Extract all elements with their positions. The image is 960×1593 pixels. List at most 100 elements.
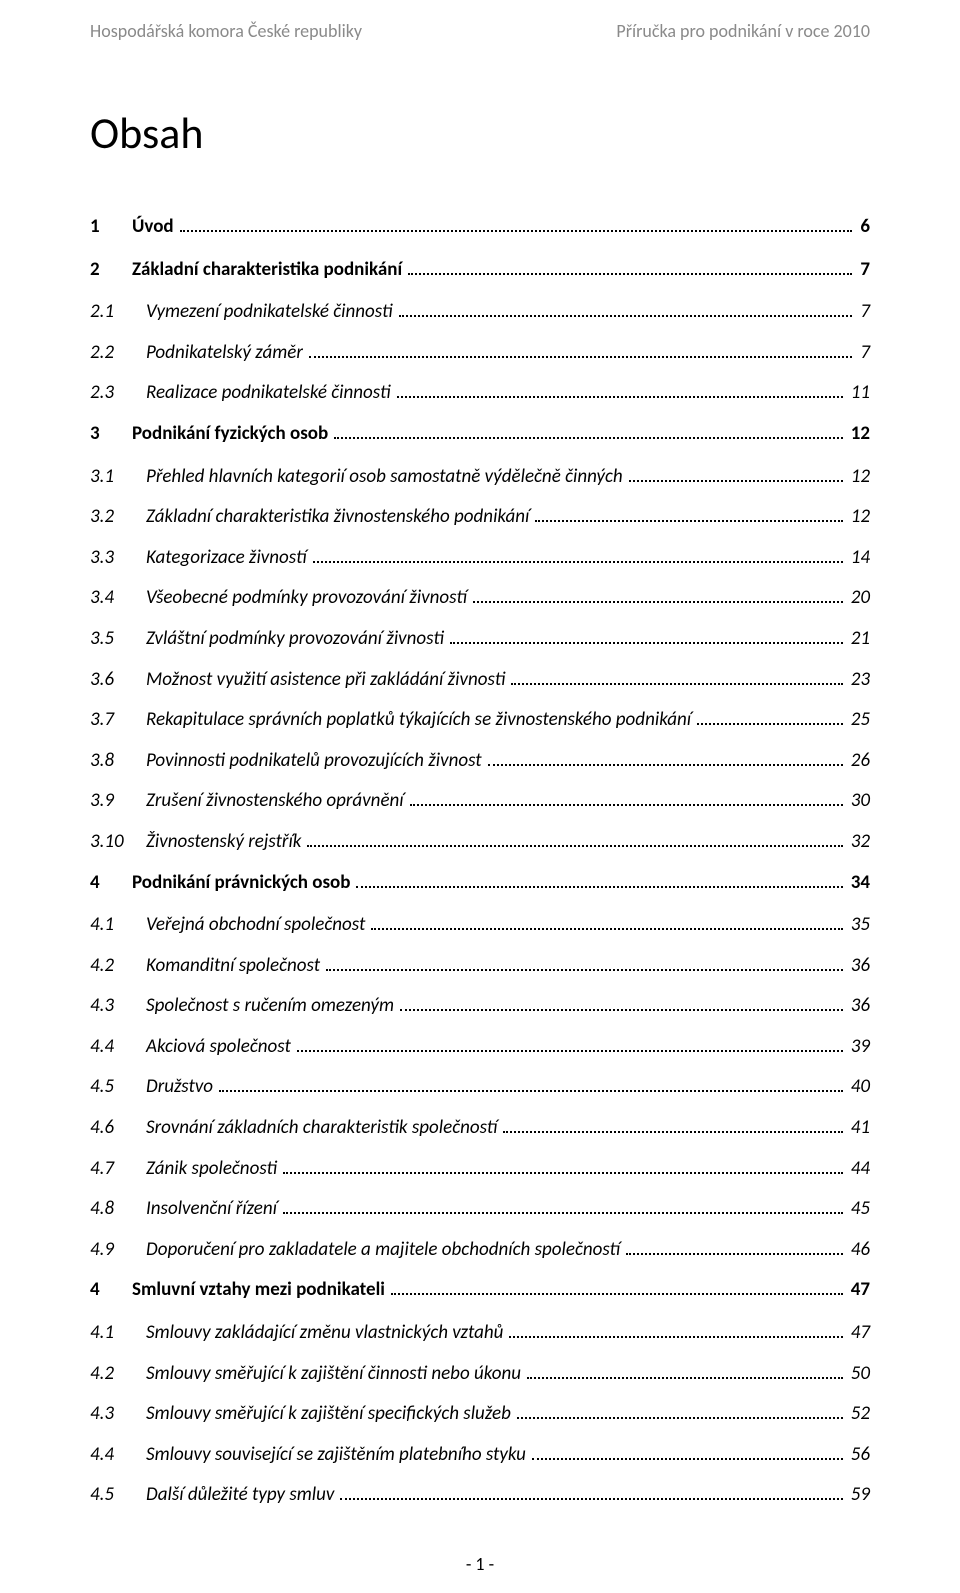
toc-entry: 4Smluvní vztahy mezi podnikateli47 (90, 1277, 870, 1304)
toc-leader (307, 830, 842, 847)
toc-entry-page: 14 (847, 545, 870, 572)
toc-entry-number: 4.9 (90, 1237, 146, 1264)
toc-entry-title: Možnost využití asistence při zakládání … (146, 667, 505, 694)
toc-entry-number: 4.4 (90, 1442, 146, 1469)
toc-leader (297, 1035, 843, 1052)
toc-entry-title: Přehled hlavních kategorií osob samostat… (146, 464, 623, 491)
toc-leader (340, 1483, 842, 1500)
table-of-contents: 1Úvod62Základní charakteristika podnikán… (90, 214, 870, 1509)
toc-entry: 3.4Všeobecné podmínky provozování živnos… (90, 585, 870, 612)
page: Hospodářská komora České republiky Příru… (0, 0, 960, 1593)
toc-entry-page: 30 (847, 788, 870, 815)
toc-leader (283, 1197, 843, 1214)
toc-entry-page: 45 (847, 1196, 870, 1223)
toc-entry-title: Další důležité typy smluv (146, 1482, 334, 1509)
toc-leader (283, 1157, 843, 1174)
toc-leader (473, 586, 843, 603)
toc-entry-number: 4.4 (90, 1034, 146, 1061)
toc-leader (408, 258, 852, 275)
toc-entry-title: Podnikání fyzických osob (132, 421, 328, 448)
toc-entry-number: 4.6 (90, 1115, 146, 1142)
toc-leader (535, 505, 842, 522)
toc-leader (517, 1402, 843, 1419)
toc-entry-number: 3.6 (90, 667, 146, 694)
toc-entry: 4.1Veřejná obchodní společnost35 (90, 912, 870, 939)
toc-entry-page: 44 (847, 1156, 870, 1183)
toc-entry-number: 4.3 (90, 1401, 146, 1428)
toc-leader (400, 994, 843, 1011)
toc-entry: 4.9Doporučení pro zakladatele a majitele… (90, 1237, 870, 1264)
toc-entry-number: 4.5 (90, 1074, 146, 1101)
toc-entry-number: 3 (90, 421, 132, 448)
toc-entry-page: 50 (847, 1361, 870, 1388)
toc-entry: 3.9Zrušení živnostenského oprávnění30 (90, 788, 870, 815)
page-footer: - 1 - (0, 1553, 960, 1575)
toc-entry: 4.3Společnost s ručením omezeným36 (90, 993, 870, 1020)
toc-entry-title: Vymezení podnikatelské činnosti (146, 299, 393, 326)
toc-entry-number: 3.5 (90, 626, 146, 653)
toc-entry-number: 3.9 (90, 788, 146, 815)
toc-entry-page: 11 (847, 380, 870, 407)
toc-entry: 3.8Povinnosti podnikatelů provozujících … (90, 748, 870, 775)
toc-entry-page: 40 (847, 1074, 870, 1101)
toc-entry-page: 52 (847, 1401, 870, 1428)
toc-entry-number: 4.2 (90, 1361, 146, 1388)
toc-entry-number: 1 (90, 214, 132, 241)
toc-leader (371, 913, 842, 930)
toc-entry-page: 36 (847, 953, 870, 980)
toc-entry-title: Smlouvy směřující k zajištění činnosti n… (146, 1361, 521, 1388)
toc-entry-title: Insolvenční řízení (146, 1196, 277, 1223)
toc-leader (391, 1278, 843, 1295)
toc-leader (219, 1075, 843, 1092)
toc-entry-page: 39 (847, 1034, 870, 1061)
toc-entry: 3.6Možnost využití asistence při zakládá… (90, 667, 870, 694)
toc-entry-page: 7 (856, 257, 870, 284)
toc-entry-number: 2.2 (90, 340, 146, 367)
page-header: Hospodářská komora České republiky Příru… (90, 20, 870, 42)
toc-entry-title: Základní charakteristika podnikání (132, 257, 402, 284)
toc-leader (397, 381, 843, 398)
toc-entry: 3.2Základní charakteristika živnostenské… (90, 504, 870, 531)
toc-entry-title: Zvláštní podmínky provozování živnosti (146, 626, 444, 653)
toc-leader (626, 1238, 843, 1255)
toc-entry-page: 12 (847, 421, 870, 448)
toc-leader (629, 464, 843, 481)
toc-entry-page: 47 (847, 1277, 870, 1304)
toc-entry-number: 2.1 (90, 299, 146, 326)
toc-entry-title: Rekapitulace správních poplatků týkající… (146, 707, 691, 734)
toc-entry-page: 6 (856, 214, 870, 241)
toc-entry-title: Kategorizace živností (146, 545, 307, 572)
toc-leader (309, 341, 853, 358)
toc-entry-page: 35 (847, 912, 870, 939)
toc-entry: 1Úvod 6 (90, 214, 870, 241)
toc-entry-number: 3.1 (90, 464, 146, 491)
toc-entry-number: 4.5 (90, 1482, 146, 1509)
toc-entry-title: Realizace podnikatelské činnosti (146, 380, 391, 407)
toc-entry-number: 4.3 (90, 993, 146, 1020)
toc-leader (313, 546, 843, 563)
header-right: Příručka pro podnikání v roce 2010 (616, 20, 870, 42)
toc-entry: 2.3Realizace podnikatelské činnosti 11 (90, 380, 870, 407)
toc-entry-number: 4.1 (90, 912, 146, 939)
toc-entry-page: 56 (847, 1442, 870, 1469)
toc-entry-title: Smlouvy zakládající změnu vlastnických v… (146, 1320, 503, 1347)
toc-entry-page: 32 (847, 829, 870, 856)
toc-entry-title: Zánik společnosti (146, 1156, 277, 1183)
toc-entry: 2Základní charakteristika podnikání7 (90, 257, 870, 284)
toc-entry: 4.6Srovnání základních charakteristik sp… (90, 1115, 870, 1142)
toc-entry-title: Družstvo (146, 1074, 213, 1101)
toc-leader (410, 789, 843, 806)
toc-entry: 2.2Podnikatelský záměr7 (90, 340, 870, 367)
toc-entry-title: Živnostenský rejstřík (146, 829, 301, 856)
toc-entry: 4.5Další důležité typy smluv59 (90, 1482, 870, 1509)
toc-leader (399, 300, 853, 317)
toc-entry-number: 3.8 (90, 748, 146, 775)
toc-entry-number: 3.2 (90, 504, 146, 531)
toc-entry-title: Úvod (132, 214, 174, 241)
toc-entry-number: 3.3 (90, 545, 146, 572)
toc-entry-page: 12 (847, 504, 870, 531)
toc-entry-page: 46 (847, 1237, 870, 1264)
toc-entry-title: Povinnosti podnikatelů provozujících živ… (146, 748, 482, 775)
toc-entry: 3.7Rekapitulace správních poplatků týkaj… (90, 707, 870, 734)
toc-entry-number: 2.3 (90, 380, 146, 407)
